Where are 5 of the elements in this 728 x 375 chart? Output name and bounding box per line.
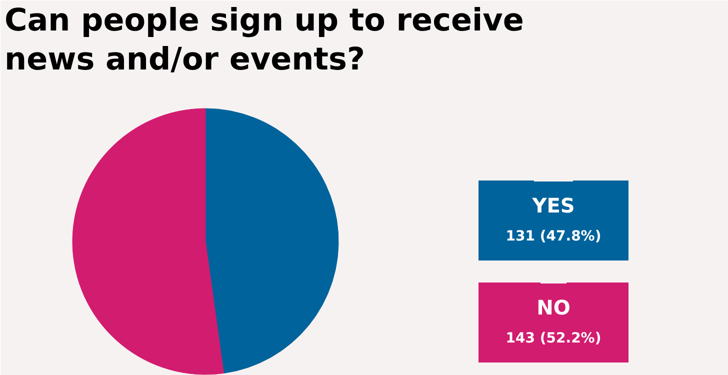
legend-label: YES [531,194,575,218]
data-label: 131 (47.8%) [506,228,602,244]
legend-label: NO [536,296,570,320]
chart-title: Can people sign up to receive news and/or events? [4,2,524,78]
data-label: 143 (52.2%) [506,330,602,346]
